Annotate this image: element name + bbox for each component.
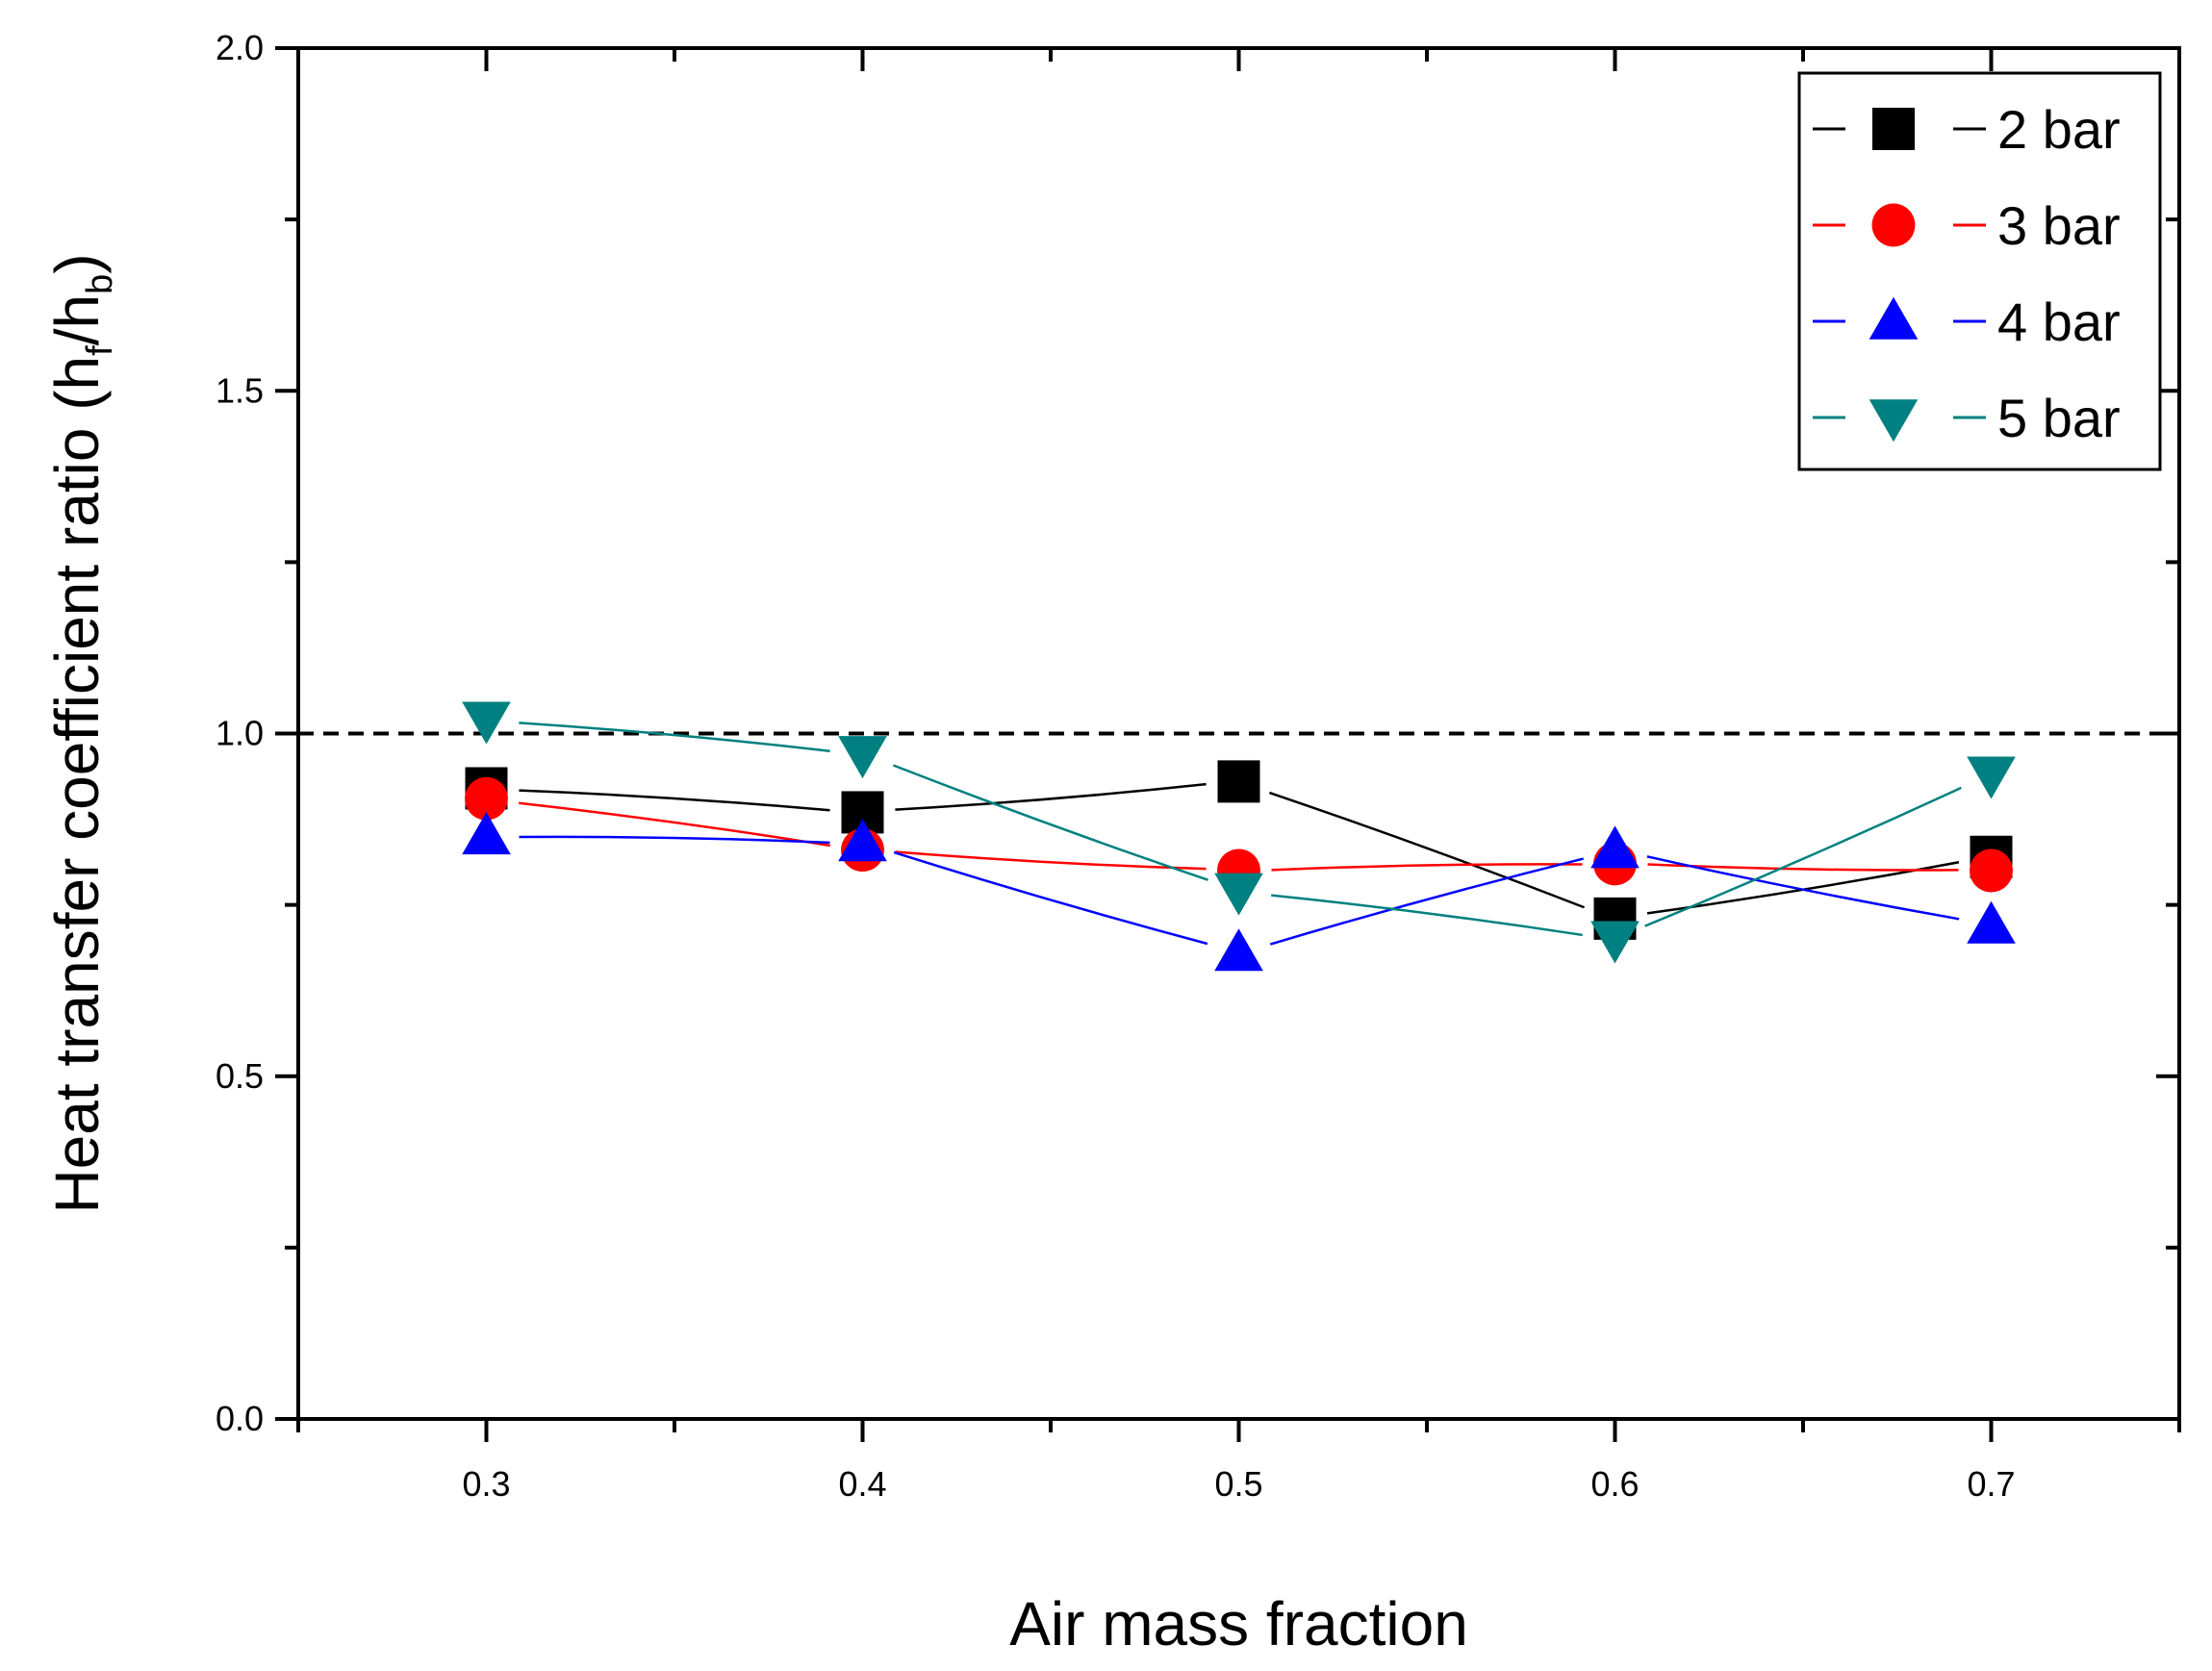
point-4-bar — [462, 812, 511, 855]
y-axis-title-main: Heat transfer coefficient ratio (h — [42, 356, 112, 1214]
legend: 2 bar 3 bar 4 bar 5 bar — [1797, 71, 2162, 471]
legend-3-bar-label: 3 bar — [1997, 195, 2121, 256]
y-tick-label: 1.5 — [216, 370, 264, 410]
legend-2-bar-marker — [1872, 108, 1915, 150]
point-3-bar — [1970, 848, 2013, 893]
point-4-bar — [838, 819, 887, 862]
curve-5-bar — [892, 764, 1208, 881]
point-5-bar — [1590, 921, 1640, 964]
y-tick-label: 2.0 — [216, 28, 264, 67]
curve-4-bar — [519, 835, 830, 845]
legend-4-bar-marker — [1869, 296, 1919, 340]
x-axis-title: Air mass fraction — [1009, 1589, 1468, 1658]
curves-layer — [519, 722, 1962, 946]
x-tick-label: 0.6 — [1590, 1464, 1639, 1504]
x-tick-label: 0.7 — [1967, 1464, 2015, 1504]
point-5-bar — [838, 736, 887, 779]
y-axis-title-sub-b: b — [80, 274, 120, 294]
curve-3-bar — [895, 850, 1207, 871]
x-tick-label: 0.4 — [838, 1464, 886, 1504]
legend-5-bar-marker — [1869, 399, 1919, 443]
curve-2-bar — [1269, 791, 1586, 909]
y-tick-label: 0.0 — [216, 1399, 264, 1438]
point-4-bar — [1214, 928, 1263, 972]
legend-2-bar-label: 2 bar — [1997, 99, 2121, 160]
curve-5-bar — [1271, 894, 1583, 937]
legend-3-bar-marker — [1871, 203, 1916, 247]
point-4-bar — [1590, 825, 1640, 869]
curve-2-bar — [895, 782, 1207, 811]
curve-4-bar — [893, 850, 1208, 946]
y-axis-title-sub-f: f — [80, 345, 120, 356]
curve-3-bar — [1271, 863, 1583, 872]
curve-3-bar — [519, 801, 831, 848]
y-tick-label: 0.5 — [216, 1056, 264, 1096]
curve-5-bar — [1644, 786, 1962, 927]
markers-layer — [462, 701, 2016, 972]
y-tick-label: 1.0 — [216, 714, 264, 753]
y-axis-title-close: ) — [42, 253, 112, 273]
point-2-bar — [1217, 760, 1260, 803]
legend-box — [1797, 71, 2162, 471]
point-5-bar — [1214, 873, 1263, 916]
y-axis-title: Heat transfer coefficient ratio (hf/hb) — [42, 253, 120, 1213]
point-4-bar — [1967, 900, 2016, 944]
legend-5-bar-label: 5 bar — [1997, 388, 2121, 448]
x-tick-label: 0.3 — [462, 1464, 510, 1504]
point-5-bar — [462, 701, 511, 745]
curve-4-bar — [1646, 855, 1960, 921]
y-axis-title-slash: /h — [42, 294, 112, 345]
x-tick-label: 0.5 — [1214, 1464, 1262, 1504]
point-5-bar — [1967, 756, 2016, 799]
legend-4-bar-label: 4 bar — [1997, 291, 2121, 352]
curve-4-bar — [1269, 857, 1585, 946]
point-3-bar — [465, 776, 508, 821]
labels-layer: Air mass fraction Heat transfer coeffici… — [42, 28, 2016, 1658]
curve-2-bar — [519, 789, 830, 812]
curve-5-bar — [519, 722, 830, 753]
